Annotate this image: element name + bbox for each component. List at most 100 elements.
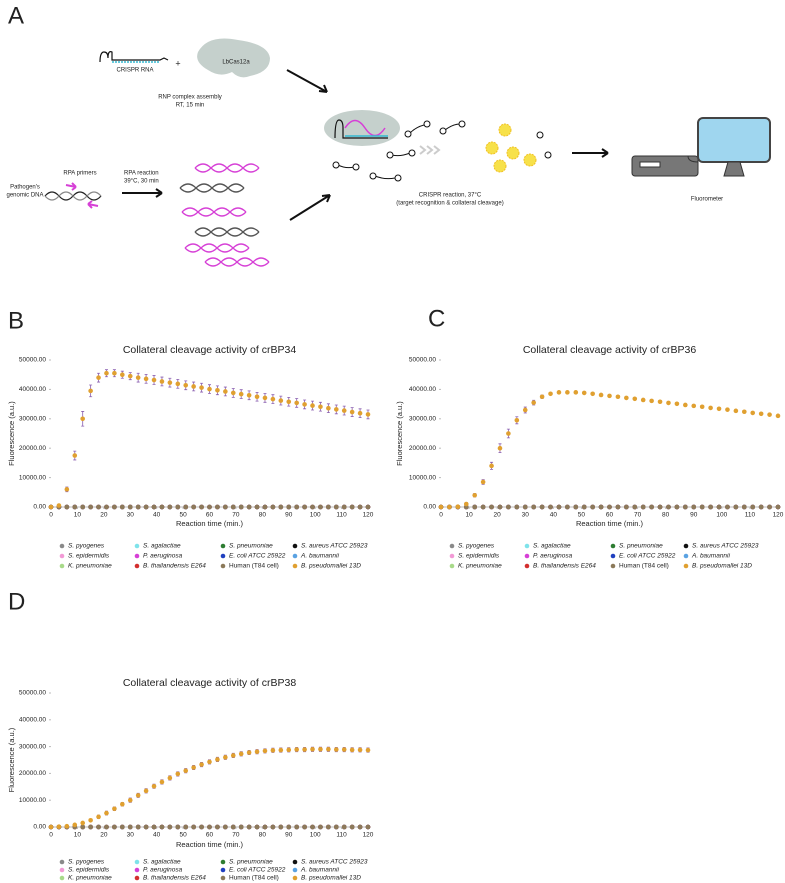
data-point xyxy=(151,783,157,789)
legend-marker xyxy=(134,553,140,559)
data-point xyxy=(294,400,299,406)
data-point xyxy=(506,504,511,510)
y-tick-label: 0.00 xyxy=(423,504,436,511)
data-point xyxy=(127,504,133,510)
data-point xyxy=(230,824,236,830)
cleaved-reporters xyxy=(485,123,552,173)
data-point xyxy=(716,504,722,510)
legend-label: S. agalactiae xyxy=(143,543,181,550)
legend-marker xyxy=(449,543,455,549)
legend-marker xyxy=(292,553,298,559)
amplicons xyxy=(179,163,270,267)
y-tick-label: 30000.00 xyxy=(19,743,46,750)
data-point xyxy=(691,403,697,409)
panel-a: A CRISPR RNA + LbCas12a RNP complex asse… xyxy=(6,2,771,267)
y-tick-label: 50000.00 xyxy=(409,357,436,364)
legend-marker xyxy=(683,543,689,549)
data-point xyxy=(223,389,228,394)
x-tick-label: 10 xyxy=(465,512,473,519)
legend-marker xyxy=(134,875,140,881)
data-point xyxy=(246,392,252,398)
data-point xyxy=(472,504,478,510)
data-point xyxy=(270,504,276,510)
y-tick-label: 10000.00 xyxy=(19,474,46,481)
legend-label: K. pneumoniae xyxy=(68,875,112,882)
data-point xyxy=(262,748,268,754)
data-point xyxy=(230,504,236,510)
data-point xyxy=(294,504,299,510)
data-point xyxy=(151,377,157,383)
data-point xyxy=(365,504,371,510)
x-tick-label: 20 xyxy=(494,512,502,519)
data-point xyxy=(334,407,339,412)
data-point xyxy=(657,504,663,510)
legend-label: B. thailandensis E264 xyxy=(533,563,596,570)
chart-title: Collateral cleavage activity of crBP38 xyxy=(123,677,296,689)
data-point xyxy=(334,824,339,830)
data-point xyxy=(167,504,173,510)
data-point xyxy=(365,824,371,830)
chart-title: Collateral cleavage activity of crBP36 xyxy=(523,344,696,356)
data-point xyxy=(318,824,323,830)
data-point xyxy=(326,824,331,830)
data-point xyxy=(72,453,78,458)
data-point xyxy=(624,395,629,401)
data-point xyxy=(565,504,570,510)
legend-marker xyxy=(292,875,298,881)
data-point xyxy=(326,504,331,510)
primer xyxy=(65,182,77,191)
data-point xyxy=(349,504,355,510)
legend-label: K. pneumoniae xyxy=(458,563,502,570)
data-point xyxy=(683,402,688,408)
data-point xyxy=(565,390,570,395)
data-point xyxy=(199,824,204,830)
data-point xyxy=(135,793,141,798)
data-point xyxy=(758,411,764,417)
data-point xyxy=(318,746,323,752)
data-point xyxy=(649,504,654,510)
data-point xyxy=(175,824,181,830)
data-point xyxy=(286,504,292,510)
data-point xyxy=(725,407,730,412)
data-point xyxy=(215,824,220,830)
dna-strand xyxy=(44,191,102,201)
data-point xyxy=(191,504,196,510)
data-point xyxy=(365,412,371,417)
legend-label: S. pneumoniae xyxy=(229,543,273,550)
label: genomic DNA xyxy=(6,193,43,199)
data-point xyxy=(683,504,688,510)
legend-marker xyxy=(134,563,140,569)
legend-label: S. pneumoniae xyxy=(619,543,663,550)
legend-marker xyxy=(59,867,65,873)
x-tick-label: 60 xyxy=(206,832,214,839)
data-point xyxy=(310,403,315,408)
data-point xyxy=(598,504,604,510)
legend-marker xyxy=(449,563,455,569)
x-tick-label: 120 xyxy=(363,832,374,839)
data-point xyxy=(310,746,315,752)
data-point xyxy=(175,771,181,777)
legend-marker xyxy=(220,867,226,873)
y-axis-label: Fluorescence (a.u.) xyxy=(7,727,16,792)
legend-marker xyxy=(292,859,298,865)
data-point xyxy=(238,824,244,830)
data-point xyxy=(522,504,528,510)
panel-label: B xyxy=(8,307,24,334)
data-point xyxy=(334,504,339,510)
x-tick-label: 0 xyxy=(439,512,443,519)
data-point xyxy=(64,487,70,492)
x-tick-label: 50 xyxy=(179,512,187,519)
data-point xyxy=(775,413,781,419)
data-point xyxy=(556,504,562,510)
legend-marker xyxy=(59,563,65,569)
label: RT, 15 min xyxy=(176,103,205,109)
label: RPA reaction xyxy=(124,171,159,177)
legend-marker xyxy=(524,553,530,559)
y-tick-label: 40000.00 xyxy=(19,717,46,724)
data-point xyxy=(80,824,85,830)
data-point xyxy=(88,388,93,394)
data-point xyxy=(666,400,671,406)
monitor-stand xyxy=(723,161,745,177)
x-tick-label: 40 xyxy=(153,512,161,519)
data-point xyxy=(497,504,503,510)
